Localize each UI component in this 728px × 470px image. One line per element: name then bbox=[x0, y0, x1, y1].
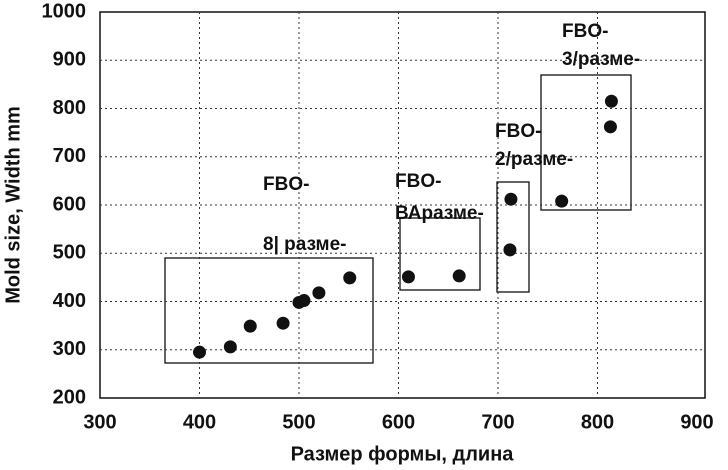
point bbox=[504, 192, 518, 206]
x-tick-label: 500 bbox=[282, 411, 315, 433]
annotation: 2/разме- bbox=[495, 149, 573, 170]
point bbox=[604, 94, 618, 108]
annotation: FBO- bbox=[395, 171, 441, 192]
x-axis-title: Размер формы, длина bbox=[291, 443, 515, 465]
annotation: 8| разме- bbox=[263, 234, 347, 255]
y-tick-label: 900 bbox=[53, 49, 86, 71]
annotation: FBO- bbox=[562, 21, 608, 42]
point bbox=[555, 194, 569, 208]
x-tick-label: 400 bbox=[183, 411, 216, 433]
x-tick-label: 800 bbox=[581, 411, 614, 433]
point bbox=[276, 316, 290, 330]
point bbox=[312, 286, 326, 300]
point bbox=[401, 270, 415, 284]
annotation: 3/разме- bbox=[562, 49, 640, 70]
x-tick-label: 300 bbox=[83, 411, 116, 433]
y-tick-label: 1000 bbox=[42, 0, 87, 22]
y-tick-label: 600 bbox=[53, 193, 86, 215]
y-tick-label: 400 bbox=[53, 290, 86, 312]
y-tick-label: 500 bbox=[53, 242, 86, 264]
group-box bbox=[164, 257, 374, 364]
x-tick-label: 900 bbox=[680, 411, 713, 433]
point bbox=[343, 271, 357, 285]
y-tick-label: 300 bbox=[53, 338, 86, 360]
point bbox=[503, 243, 517, 257]
y-tick-label: 700 bbox=[53, 145, 86, 167]
annotation: FBO- bbox=[263, 174, 309, 195]
group-box bbox=[399, 217, 481, 291]
point bbox=[223, 340, 237, 354]
group-box bbox=[496, 181, 530, 293]
x-tick-label: 600 bbox=[382, 411, 415, 433]
point bbox=[452, 269, 466, 283]
x-tick-label: 700 bbox=[481, 411, 514, 433]
point bbox=[603, 120, 617, 134]
y-tick-label: 800 bbox=[53, 97, 86, 119]
y-axis-title: Mold size, Width mm bbox=[2, 106, 24, 304]
group-box bbox=[540, 74, 632, 211]
point bbox=[193, 345, 206, 359]
point bbox=[297, 294, 311, 308]
annotation: ВАразме- bbox=[395, 203, 484, 224]
annotation: FBO- bbox=[495, 121, 541, 142]
y-tick-label: 200 bbox=[53, 386, 86, 408]
point bbox=[243, 319, 257, 333]
